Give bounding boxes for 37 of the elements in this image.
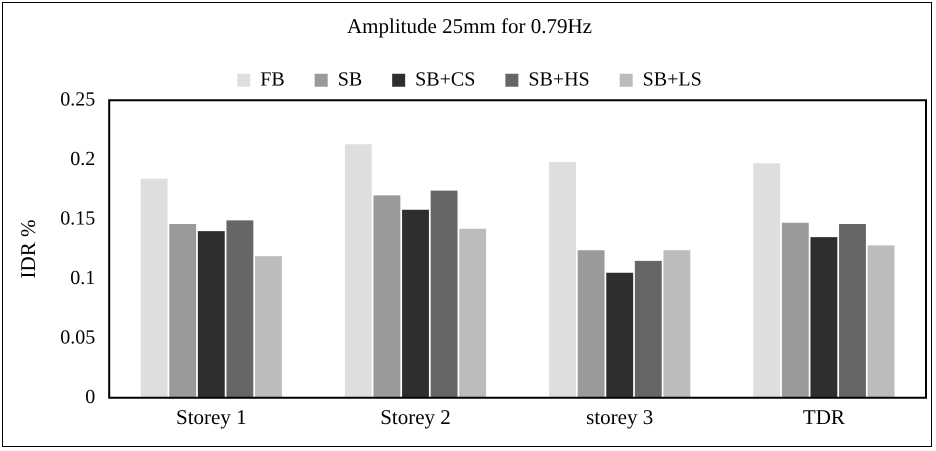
- bar: [344, 144, 372, 398]
- y-tick-label: 0.2: [70, 148, 96, 170]
- bar: [634, 260, 662, 398]
- legend-label: FB: [260, 68, 285, 90]
- legend-label: SB+HS: [528, 68, 590, 90]
- bar: [782, 222, 809, 398]
- bar: [606, 272, 634, 398]
- bar: [868, 245, 895, 398]
- bar: [402, 210, 429, 398]
- x-tick-label: storey 3: [586, 404, 654, 429]
- y-axis-title: IDR %: [16, 220, 40, 278]
- legend-label: SB+LS: [642, 68, 702, 90]
- y-tick-label: 0.25: [60, 88, 96, 110]
- bar: [578, 250, 605, 398]
- bar: [810, 237, 838, 398]
- bar: [839, 224, 866, 398]
- bar: [169, 224, 196, 398]
- bar: [226, 220, 254, 398]
- bar: [255, 256, 282, 398]
- y-tick-label: 0.15: [60, 207, 96, 230]
- bar: [430, 190, 458, 398]
- y-tick-label: 0.1: [70, 267, 96, 290]
- bar: [140, 178, 168, 398]
- bar: [373, 195, 400, 398]
- chart-title: Amplitude 25mm for 0.79Hz: [347, 14, 592, 38]
- legend-label: SB: [338, 68, 362, 90]
- bar: [549, 162, 576, 398]
- bar: [753, 163, 780, 398]
- legend-label: SB+CS: [415, 68, 476, 90]
- y-tick-label: 0: [85, 386, 96, 408]
- x-tick-label: TDR: [802, 404, 845, 429]
- y-tick-label: 0.05: [60, 326, 96, 349]
- x-tick-label: Storey 2: [380, 404, 451, 429]
- x-tick-label: Storey 1: [176, 404, 247, 429]
- bar: [198, 231, 225, 398]
- bar: [663, 250, 690, 398]
- bar: [459, 228, 486, 398]
